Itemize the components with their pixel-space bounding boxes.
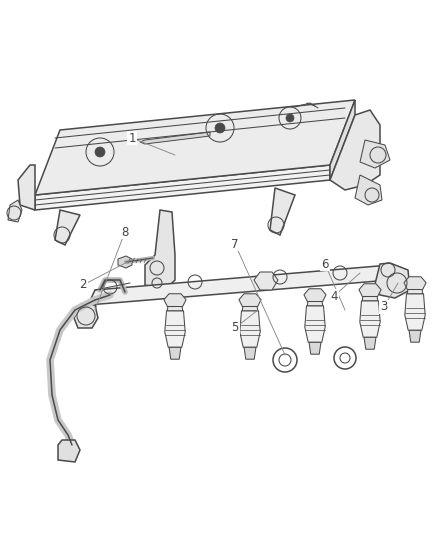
Polygon shape [359,301,379,337]
Polygon shape [254,272,277,290]
Polygon shape [239,311,260,348]
Polygon shape [140,132,209,144]
Polygon shape [55,210,80,245]
Polygon shape [304,306,325,342]
Polygon shape [244,348,255,359]
Text: 5: 5 [231,321,238,335]
Polygon shape [8,200,22,222]
Text: 4: 4 [329,289,337,303]
Polygon shape [359,140,389,168]
Polygon shape [408,330,420,342]
Polygon shape [118,256,132,268]
Polygon shape [242,296,257,311]
Polygon shape [363,337,375,349]
Polygon shape [354,175,381,205]
Circle shape [285,114,293,122]
Polygon shape [145,210,175,290]
Polygon shape [374,263,409,298]
Text: 6: 6 [321,257,328,271]
Polygon shape [164,311,185,348]
Polygon shape [406,279,422,294]
Text: 3: 3 [379,301,387,313]
Text: 7: 7 [231,238,238,251]
Polygon shape [74,305,98,328]
Circle shape [215,123,225,133]
Polygon shape [303,289,325,302]
Polygon shape [18,165,35,210]
Text: 1: 1 [128,132,135,144]
Polygon shape [404,294,424,330]
Text: 8: 8 [121,225,128,238]
Text: 2: 2 [79,279,87,292]
Polygon shape [307,292,322,306]
Polygon shape [358,284,380,296]
Polygon shape [35,165,329,210]
Polygon shape [163,294,186,306]
Polygon shape [308,342,320,354]
Polygon shape [361,286,377,301]
Polygon shape [167,296,182,311]
Polygon shape [403,277,425,289]
Polygon shape [35,100,354,195]
Polygon shape [269,188,294,235]
Polygon shape [329,110,379,190]
Polygon shape [58,440,80,462]
Polygon shape [88,265,389,305]
Polygon shape [329,100,354,180]
Polygon shape [238,294,261,306]
Circle shape [95,147,105,157]
Polygon shape [169,348,180,359]
